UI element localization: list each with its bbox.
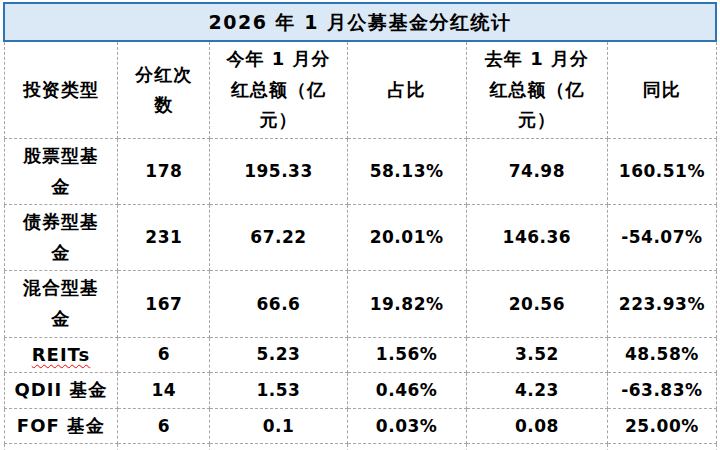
fund-dividend-table: 2026 年 1 月公募基金分红统计 投资类型 分红次数 今年 1 月分红总额（… <box>3 2 717 450</box>
cell-yoy: 25.00% <box>608 408 716 444</box>
cell-this-year-total: 66.6 <box>210 271 347 337</box>
table-row-stock-funds: 股票型基金 178 195.33 58.13% 74.98 160.51% <box>4 139 716 205</box>
cell-yoy: 34.55% <box>608 444 716 450</box>
cell-last-year-total: 3.52 <box>466 337 608 373</box>
column-header-share: 占比 <box>347 41 466 138</box>
row-label: QDII 基金 <box>4 373 118 409</box>
column-header-last-year-total: 去年 1 月分红总额（亿元） <box>466 41 608 138</box>
column-header-investment-type: 投资类型 <box>4 41 118 138</box>
cell-share: 58.13% <box>347 139 466 205</box>
row-label: 总计 <box>4 444 118 450</box>
table-title: 2026 年 1 月公募基金分红统计 <box>4 3 716 41</box>
cell-share: 20.01% <box>347 205 466 271</box>
cell-this-year-total: 0.1 <box>210 408 347 444</box>
reits-label: REITs <box>32 344 90 365</box>
table-row-reits: REITs 6 5.23 1.56% 3.52 48.58% <box>4 337 716 373</box>
column-header-yoy: 同比 <box>608 41 716 138</box>
cell-last-year-total: 0.08 <box>466 408 608 444</box>
cell-dividend-count: 6 <box>118 337 210 373</box>
cell-this-year-total: 67.22 <box>210 205 347 271</box>
cell-this-year-total: 1.53 <box>210 373 347 409</box>
table-row-qdii-funds: QDII 基金 14 1.53 0.46% 4.23 -63.83% <box>4 373 716 409</box>
page: 2026 年 1 月公募基金分红统计 投资类型 分红次数 今年 1 月分红总额（… <box>0 0 720 450</box>
cell-dividend-count: 167 <box>118 271 210 337</box>
cell-dividend-count: 602 <box>118 444 210 450</box>
table-row-fof-funds: FOF 基金 6 0.1 0.03% 0.08 25.00% <box>4 408 716 444</box>
cell-last-year-total: 249.73 <box>466 444 608 450</box>
cell-share: 0.46% <box>347 373 466 409</box>
row-label: 债券型基金 <box>4 205 118 271</box>
row-label: REITs <box>4 337 118 373</box>
header-row: 投资类型 分红次数 今年 1 月分红总额（亿元） 占比 去年 1 月分红总额（亿… <box>4 41 716 138</box>
cell-last-year-total: 4.23 <box>466 373 608 409</box>
row-label: 混合型基金 <box>4 271 118 337</box>
cell-last-year-total: 20.56 <box>466 271 608 337</box>
cell-this-year-total: 336.01 <box>210 444 347 450</box>
cell-yoy: -54.07% <box>608 205 716 271</box>
cell-this-year-total: 195.33 <box>210 139 347 205</box>
cell-yoy: 48.58% <box>608 337 716 373</box>
table-row-bond-funds: 债券型基金 231 67.22 20.01% 146.36 -54.07% <box>4 205 716 271</box>
cell-last-year-total: 146.36 <box>466 205 608 271</box>
cell-dividend-count: 231 <box>118 205 210 271</box>
column-header-dividend-count: 分红次数 <box>118 41 210 138</box>
cell-yoy: -63.83% <box>608 373 716 409</box>
row-label: 股票型基金 <box>4 139 118 205</box>
cell-dividend-count: 178 <box>118 139 210 205</box>
cell-this-year-total: 5.23 <box>210 337 347 373</box>
cell-share: 1.56% <box>347 337 466 373</box>
cell-share: 0.03% <box>347 408 466 444</box>
cell-share: 19.82% <box>347 271 466 337</box>
cell-last-year-total: 74.98 <box>466 139 608 205</box>
cell-dividend-count: 6 <box>118 408 210 444</box>
row-label: FOF 基金 <box>4 408 118 444</box>
cell-share: 100.00% <box>347 444 466 450</box>
column-header-this-year-total: 今年 1 月分红总额（亿元） <box>210 41 347 138</box>
cell-yoy: 160.51% <box>608 139 716 205</box>
cell-dividend-count: 14 <box>118 373 210 409</box>
table-row-mixed-funds: 混合型基金 167 66.6 19.82% 20.56 223.93% <box>4 271 716 337</box>
title-bar: 2026 年 1 月公募基金分红统计 <box>4 3 716 41</box>
table-row-total: 总计 602 336.01 100.00% 249.73 34.55% <box>4 444 716 450</box>
cell-yoy: 223.93% <box>608 271 716 337</box>
